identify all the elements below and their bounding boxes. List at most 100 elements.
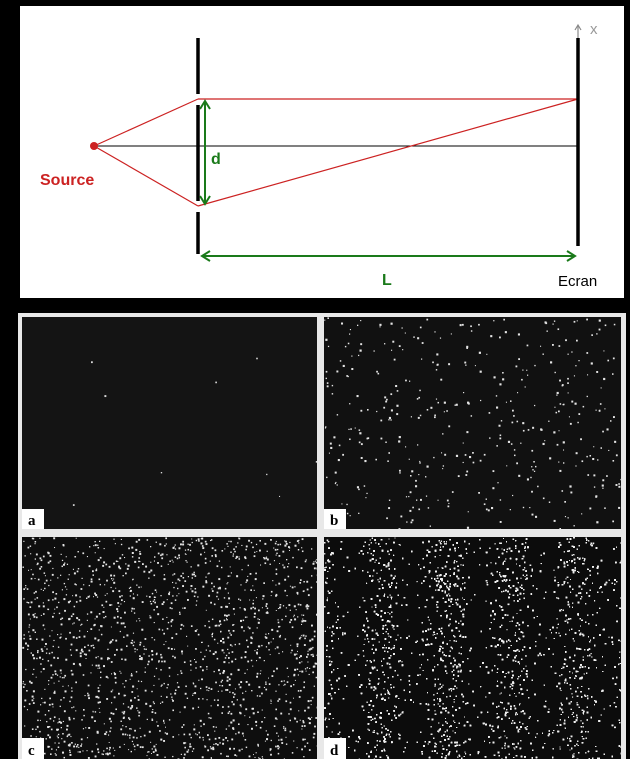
impact-dot: [39, 656, 41, 659]
impact-dot: [408, 458, 410, 460]
impact-dot: [192, 683, 195, 685]
impact-dot: [293, 614, 295, 616]
impact-dot: [228, 602, 230, 604]
impact-dot: [255, 724, 258, 727]
impact-dot: [247, 626, 249, 628]
impact-dot: [248, 539, 250, 542]
impact-dot: [103, 561, 106, 564]
impact-dot: [262, 595, 265, 598]
impact-dot: [299, 719, 301, 721]
impact-dot: [277, 700, 279, 702]
impact-dot: [158, 660, 160, 662]
impact-dot: [311, 624, 313, 627]
impact-dot: [276, 646, 279, 649]
impact-dot: [141, 746, 144, 749]
impact-dot: [49, 554, 52, 557]
impact-dot: [256, 651, 258, 654]
impact-dot: [358, 512, 360, 515]
impact-dot: [93, 596, 95, 598]
impact-dot: [228, 597, 231, 600]
impact-dot: [161, 603, 164, 606]
impact-dot: [70, 654, 73, 656]
impact-dot: [518, 474, 521, 477]
impact-dot: [242, 692, 244, 694]
impact-dot: [281, 742, 284, 744]
impact-dot: [282, 564, 284, 566]
impact-dot: [99, 684, 101, 686]
impact-dot: [179, 611, 181, 614]
impact-dot: [614, 440, 617, 443]
impact-dot: [139, 551, 141, 553]
impact-dot: [61, 589, 63, 591]
impact-dot: [291, 649, 293, 652]
impact-dot: [275, 593, 278, 596]
impact-dot: [79, 751, 81, 753]
impact-dot: [297, 650, 298, 652]
impact-dot: [269, 748, 272, 751]
impact-dot: [242, 698, 245, 701]
impact-dot: [116, 608, 119, 611]
impact-dot: [134, 697, 136, 699]
impact-dot: [478, 351, 481, 354]
impact-dot: [264, 717, 266, 719]
impact-dot: [257, 743, 259, 745]
impact-dot: [238, 723, 240, 725]
impact-dot: [214, 624, 217, 627]
impact-dot: [109, 730, 111, 733]
impact-dot: [80, 738, 83, 741]
impact-dot: [334, 471, 337, 474]
impact-dot: [140, 586, 142, 588]
impact-dot: [102, 564, 105, 567]
impact-dot: [57, 646, 60, 648]
impact-dot: [455, 403, 458, 406]
impact-dot: [120, 543, 123, 546]
impact-dot: [303, 725, 306, 727]
impact-dot: [163, 720, 165, 723]
impact-dot: [268, 683, 271, 685]
impact-dot: [275, 584, 277, 586]
impact-dot: [217, 587, 220, 590]
impact-dot: [125, 572, 127, 575]
impact-dot: [522, 506, 525, 509]
impact-dot: [79, 652, 82, 655]
impact-dot: [208, 572, 210, 575]
impact-dot: [42, 555, 45, 558]
impact-dot: [166, 554, 168, 556]
impact-dot: [180, 670, 182, 672]
impact-dot: [265, 633, 267, 635]
impact-dot: [596, 333, 598, 335]
impact-dot: [149, 616, 152, 619]
impact-dot: [150, 546, 152, 548]
impact-dot: [169, 560, 171, 563]
impact-dot: [256, 675, 258, 678]
impact-dot: [29, 680, 31, 683]
impact-dot: [244, 672, 246, 674]
impact-dot: [201, 756, 204, 759]
impact-dot: [201, 641, 203, 644]
impact-dot: [156, 754, 159, 756]
impact-dot: [450, 333, 452, 335]
impact-dot: [267, 733, 269, 736]
impact-dot: [148, 571, 151, 574]
impact-dot: [358, 354, 360, 357]
impact-dot: [198, 732, 200, 734]
impact-dot: [277, 608, 279, 610]
impact-dot: [52, 706, 54, 708]
impact-dot: [491, 507, 494, 510]
impact-dot: [127, 564, 130, 567]
impact-dot: [558, 410, 560, 413]
impact-dot: [606, 428, 609, 431]
impact-dot: [114, 673, 116, 675]
impact-dot: [400, 515, 403, 518]
impact-dot: [325, 370, 328, 373]
impact-dot: [88, 565, 91, 568]
impact-dot: [50, 664, 53, 667]
impact-dot: [337, 459, 340, 462]
impact-dot: [202, 698, 204, 700]
impact-dot: [284, 589, 287, 592]
impact-dot: [167, 683, 169, 686]
impact-dot: [211, 547, 214, 550]
impact-dot: [487, 509, 490, 512]
impact-dot: [316, 613, 317, 616]
impact-dot: [63, 756, 66, 759]
